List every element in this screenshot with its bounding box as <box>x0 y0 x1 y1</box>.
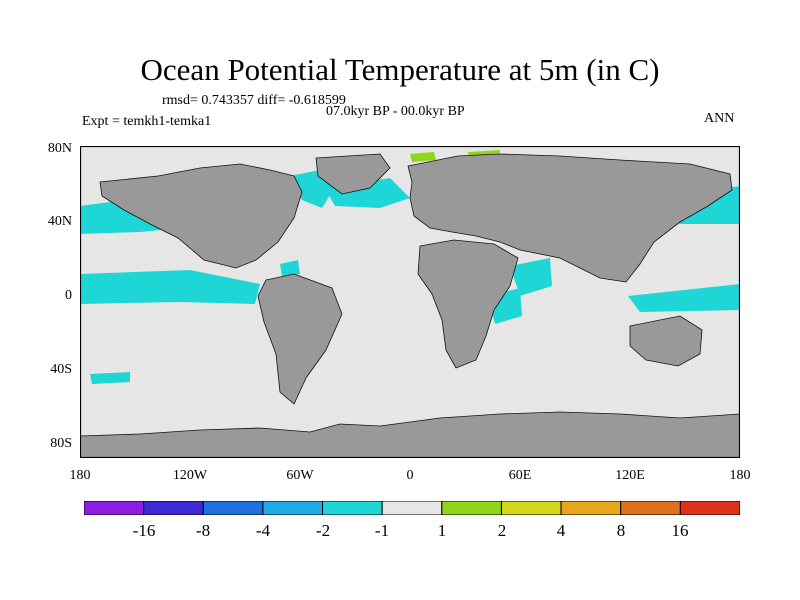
lon-tick-60e: 60E <box>490 468 550 484</box>
colorbar-label: -4 <box>243 521 283 541</box>
colorbar-box <box>501 501 561 515</box>
map-panel <box>80 146 740 458</box>
colorbar-box <box>323 501 383 515</box>
colorbar-label: 2 <box>482 521 522 541</box>
colorbar-box <box>84 501 144 515</box>
colorbar-box <box>621 501 681 515</box>
map-title: Ocean Potential Temperature at 5m (in C) <box>0 52 800 88</box>
lat-tick-40s: 40S <box>24 362 72 378</box>
stats-label: rmsd= 0.743357 diff= -0.618599 <box>162 93 346 109</box>
lon-tick-180e: 180 <box>710 468 770 484</box>
colorbar-box <box>263 501 323 515</box>
lat-tick-40n: 40N <box>24 214 72 230</box>
period-label: 07.0kyr BP - 00.0kyr BP <box>326 104 465 120</box>
lon-tick-0: 0 <box>380 468 440 484</box>
colorbar-box <box>680 501 740 515</box>
colorbar-label: 8 <box>601 521 641 541</box>
lat-tick-0: 0 <box>24 288 72 304</box>
lon-tick-120e: 120E <box>600 468 660 484</box>
colorbar-box <box>382 501 442 515</box>
colorbar-label: 16 <box>660 521 700 541</box>
colorbar-label: -8 <box>183 521 223 541</box>
season-label: ANN <box>704 111 734 127</box>
lat-tick-80s: 80S <box>24 436 72 452</box>
colorbar <box>84 501 740 515</box>
colorbar-box <box>144 501 204 515</box>
colorbar-label: -16 <box>124 521 164 541</box>
colorbar-box <box>203 501 263 515</box>
experiment-label: Expt = temkh1-temka1 <box>82 114 211 130</box>
colorbar-label: 1 <box>422 521 462 541</box>
colorbar-label: -2 <box>303 521 343 541</box>
colorbar-box <box>442 501 502 515</box>
cool-region-south-pacific-patch <box>90 372 130 384</box>
colorbar-box <box>561 501 621 515</box>
lat-tick-80n: 80N <box>24 141 72 157</box>
lon-tick-120w: 120W <box>160 468 220 484</box>
lon-tick-180w: 180 <box>50 468 110 484</box>
lon-tick-60w: 60W <box>270 468 330 484</box>
colorbar-label: 4 <box>541 521 581 541</box>
colorbar-label: -1 <box>362 521 402 541</box>
